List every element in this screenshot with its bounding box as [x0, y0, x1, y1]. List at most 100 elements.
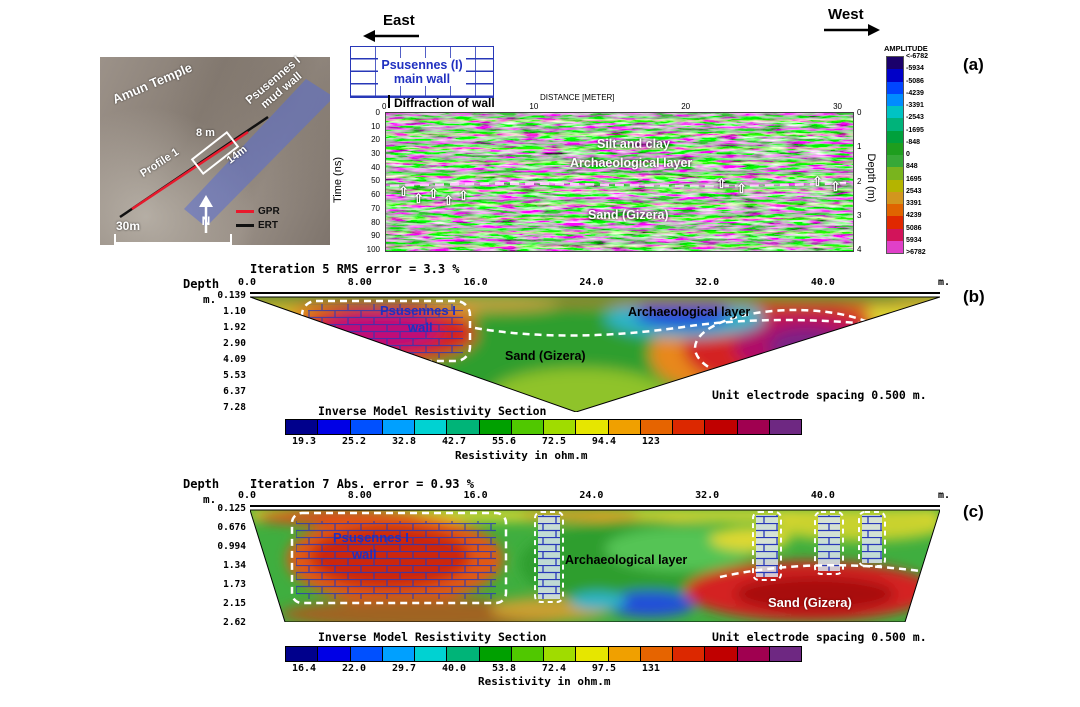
distance-tick-label: 30: [833, 102, 842, 111]
radar-depth-tick-label: 2: [857, 176, 862, 186]
up-arrow-icon: ⇧: [458, 188, 469, 203]
scale-value-label: 42.7: [441, 436, 467, 447]
amplitude-tick-label: 2543: [906, 187, 922, 195]
layer-boundary-dashed-line: [389, 181, 847, 188]
legend-ert-row: ERT: [236, 218, 280, 232]
time-tick-label: 90: [371, 231, 380, 241]
east-label: East: [383, 12, 415, 29]
x-tick-label: 8.00: [347, 490, 372, 501]
depth-word-c: Depth: [183, 477, 220, 491]
gpr-radargram: [385, 112, 854, 252]
color-cell: [415, 420, 448, 434]
main-wall-line1: Psusennes (I): [381, 57, 463, 72]
depth-tick-label: 0.676: [217, 522, 246, 533]
time-tick-label: 50: [371, 176, 380, 186]
depth-unit-b: m.: [203, 293, 217, 306]
depth-tick-label: 1.92: [223, 322, 246, 333]
radar-depth-tick-label: 0: [857, 108, 862, 117]
amplitude-tick-label: -2543: [906, 114, 924, 122]
color-cell: [887, 240, 903, 253]
scale-value-label: 123: [641, 436, 660, 447]
color-cell: [887, 216, 903, 229]
north-letter: N: [202, 214, 211, 228]
scale-value-label: 94.4: [591, 436, 616, 447]
amplitude-tick-label: -5934: [906, 65, 924, 73]
scale-values-b: 19.3 25.2 32.8 42.7 55.6 72.5 94.4 123: [292, 436, 660, 447]
color-cell: [887, 69, 903, 82]
gpr-legend-label: GPR: [258, 205, 280, 217]
color-cell: [887, 167, 903, 180]
panel-a-letter: (a): [963, 55, 984, 74]
amplitude-title: AMPLITUDE: [884, 44, 928, 53]
amplitude-tick-label: 5934: [906, 236, 922, 244]
color-cell: [673, 420, 706, 434]
depth-tick-label: 2.90: [223, 338, 246, 349]
color-cell: [479, 647, 512, 661]
map-scale-label: 30m: [116, 219, 141, 233]
up-arrow-icon: ⇧: [830, 179, 841, 194]
radar-arch-layer-label: Archaeological layer: [570, 156, 693, 170]
time-tick-label: 10: [371, 121, 380, 131]
scale-value-label: 22.0: [341, 663, 367, 674]
wall-dashed-outline-c: [290, 511, 508, 605]
scale-title-b: Inverse Model Resistivity Section: [318, 404, 547, 418]
color-cell: [887, 57, 903, 70]
gpr-line-swatch: [236, 209, 254, 213]
depth-tick-label: 1.10: [223, 306, 246, 317]
column-dashed-outline: [814, 511, 844, 575]
x-axis-line-c: [250, 505, 940, 507]
color-cell: [887, 81, 903, 94]
depth-tick-label: 1.34: [223, 560, 246, 571]
gpr-profile-line: [131, 130, 249, 211]
main-wall-diagram-label: Psusennes (I) main wall: [378, 57, 466, 87]
west-label: West: [828, 6, 864, 23]
scale-unit-c: Resistivity in ohm.m: [478, 675, 611, 688]
scale-value-label: 97.5: [591, 663, 616, 674]
ert-legend-label: ERT: [258, 219, 278, 231]
amplitude-tick-label: -1695: [906, 126, 924, 134]
main-wall-diagram: Psusennes (I) main wall: [350, 46, 494, 98]
amplitude-tick-label: 3391: [906, 200, 922, 207]
ert-section-b: [250, 296, 940, 412]
x-unit-c: m.: [938, 490, 951, 501]
amplitude-tick-label: -3391: [906, 102, 924, 109]
scale-value-label: 40.0: [441, 663, 467, 674]
x-tick-label: 32.0: [695, 277, 720, 288]
color-cell: [887, 142, 903, 155]
distance-tick-label: 0: [382, 102, 387, 111]
amplitude-tick-label: 848: [906, 163, 918, 171]
depth-tick-label: 1.73: [223, 579, 246, 590]
wall-label-c-line2: wall: [352, 547, 377, 562]
color-cell: [350, 420, 383, 434]
amplitude-tick-label: >6782: [906, 249, 926, 256]
time-tick-label: 70: [371, 203, 380, 213]
radargram-band-overlay: [386, 113, 853, 251]
depth-tick-label: 0.125: [217, 503, 246, 514]
color-cell: [447, 647, 480, 661]
distance-tick-label: 20: [681, 102, 691, 111]
color-cell: [576, 420, 609, 434]
resistivity-scale-b: [285, 419, 802, 435]
color-cell: [318, 647, 351, 661]
electrode-note-c: Unit electrode spacing 0.500 m.: [712, 630, 927, 644]
ert-line-swatch: [236, 223, 254, 227]
wall-brick-texture-c: [296, 521, 496, 599]
color-cell: [608, 420, 641, 434]
arch-layer-label-c: Archaeological layer: [565, 553, 688, 567]
color-cell: [887, 204, 903, 217]
color-cell: [544, 420, 577, 434]
scale-value-label: 16.4: [292, 663, 317, 674]
time-tick-label: 0: [375, 108, 380, 117]
time-tick-label: 20: [371, 135, 380, 145]
diffraction-label: Diffraction of wall: [394, 96, 495, 110]
color-cell: [318, 420, 351, 434]
legend-gpr-row: GPR: [236, 204, 280, 218]
color-cell: [382, 420, 415, 434]
depth-ticks-c: 0.125 0.676 0.994 1.34 1.73 2.15 2.62: [204, 503, 246, 628]
color-cell: [640, 420, 673, 434]
depth-unit-c: m.: [203, 493, 217, 506]
amplitude-tick-label: -4239: [906, 89, 924, 97]
color-cell: [415, 647, 448, 661]
color-cell: [769, 647, 801, 661]
color-cell: [608, 647, 641, 661]
